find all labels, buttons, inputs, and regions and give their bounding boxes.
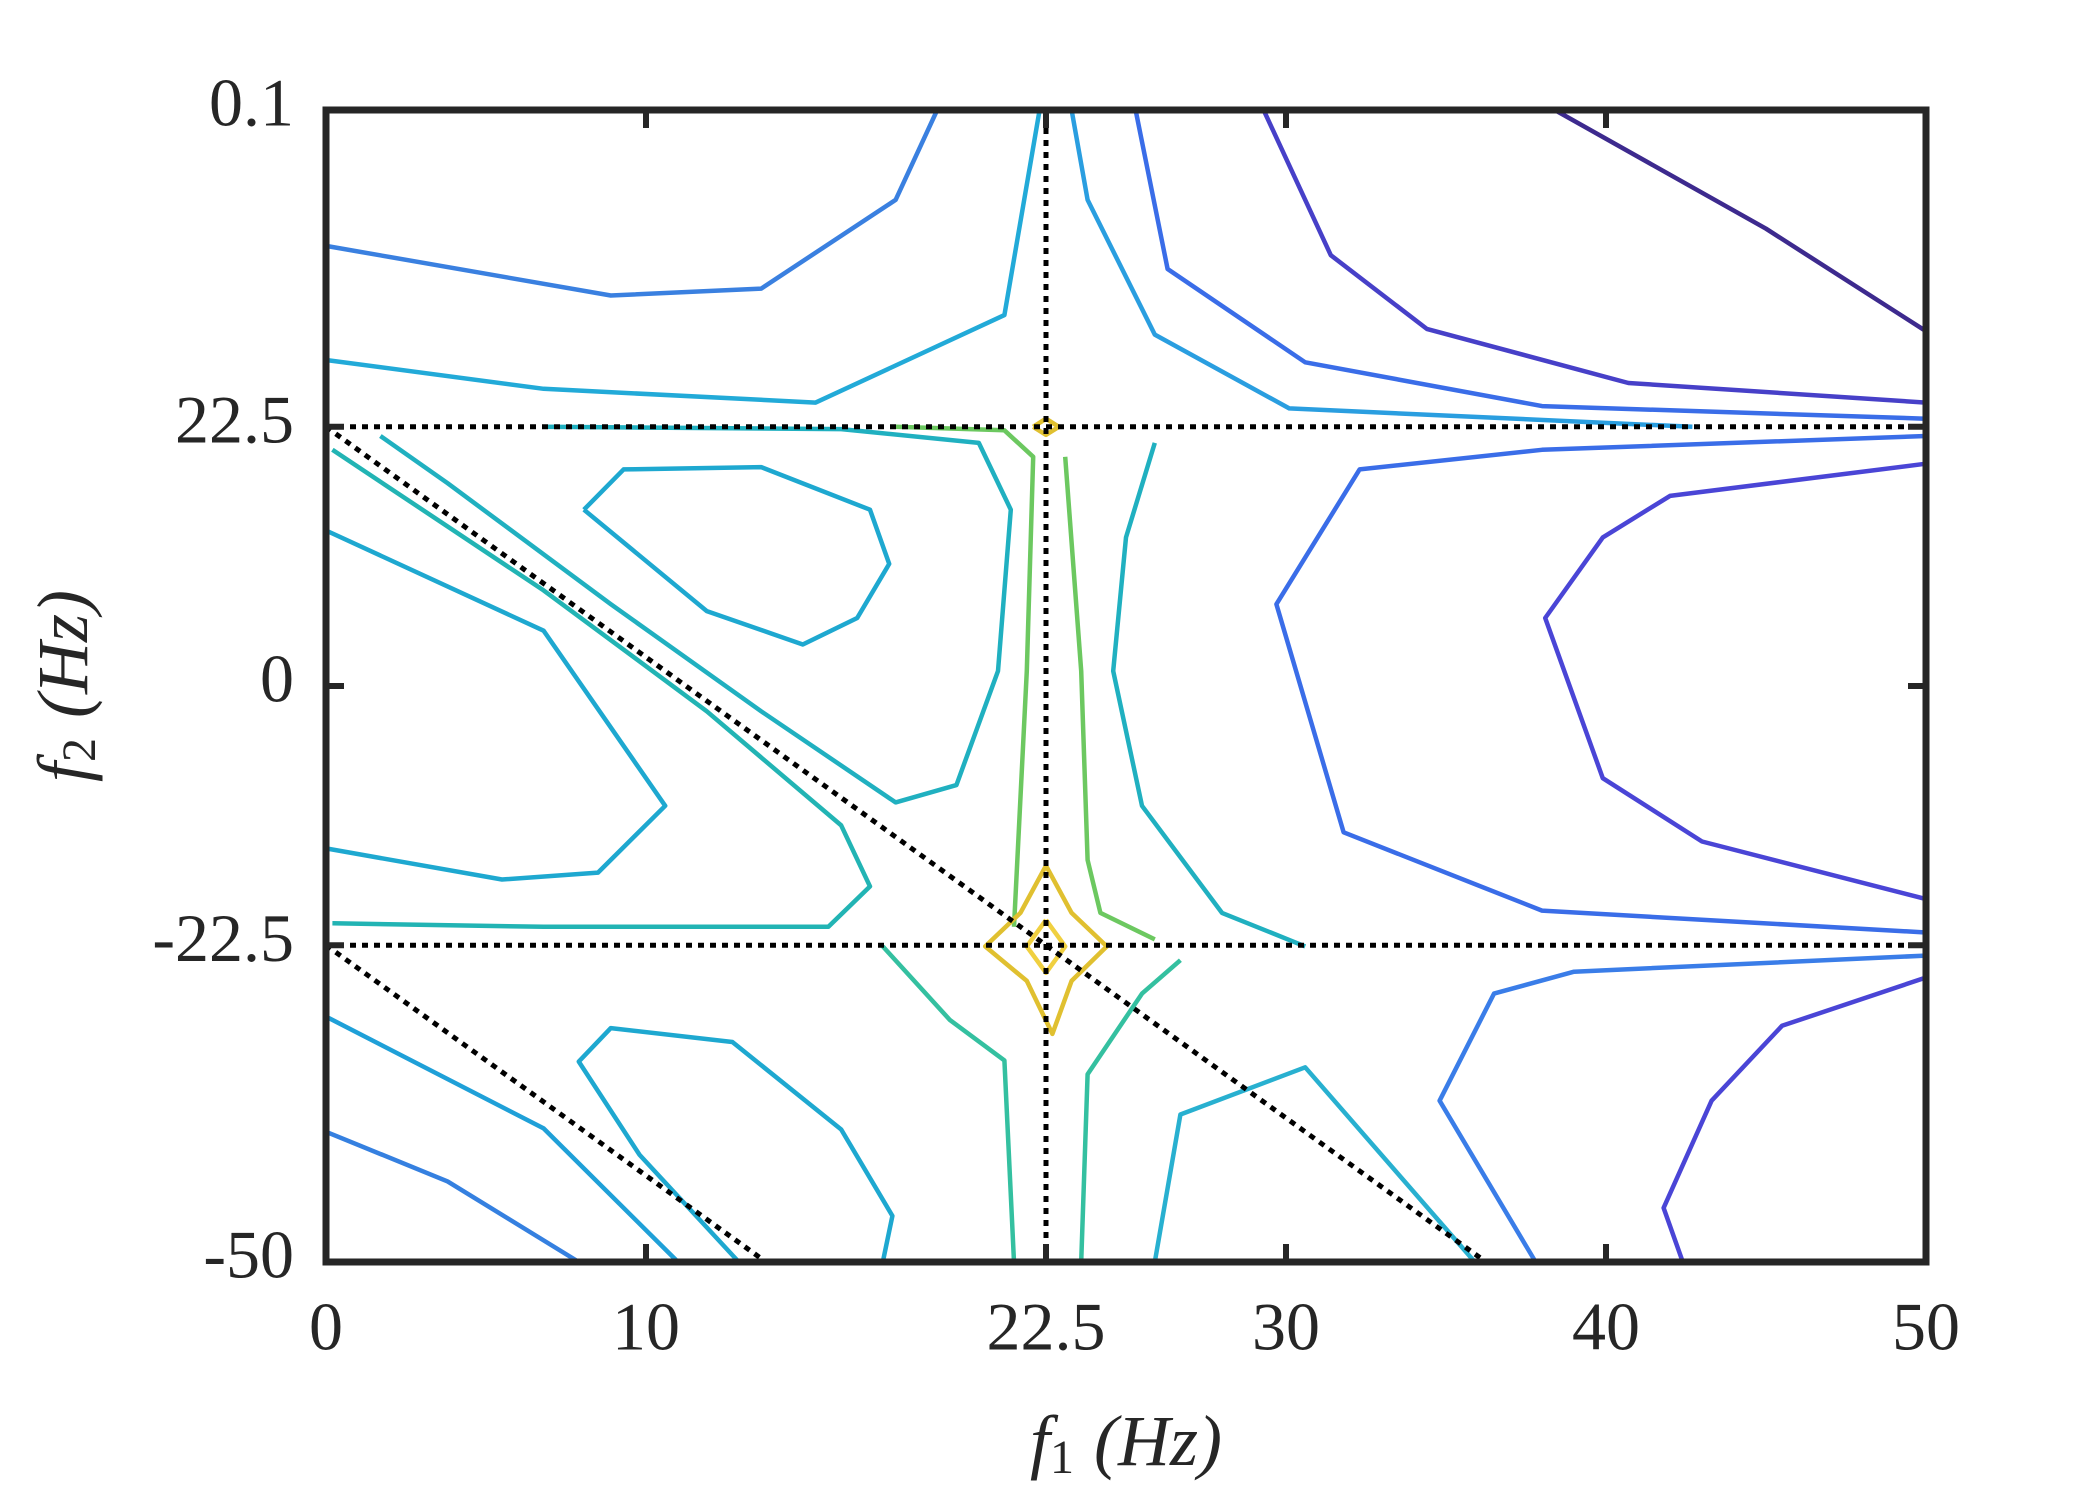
contour-line <box>379 424 1014 805</box>
contour-line <box>325 109 940 298</box>
x-tick-label: 0 <box>309 1289 343 1365</box>
contour-line <box>325 528 668 882</box>
contour-line <box>1274 433 1927 935</box>
contour-line <box>1078 958 1182 1263</box>
x-tick-label: 22.5 <box>987 1289 1106 1365</box>
contour-line <box>1069 109 1693 430</box>
contour-line <box>881 944 1017 1263</box>
contour-line <box>1110 442 1307 949</box>
y-tick-label: -22.5 <box>152 900 294 976</box>
contour-line <box>1062 456 1156 942</box>
y-label-unit: (Hz) <box>23 590 103 718</box>
contour-line <box>1553 108 1928 334</box>
x-axis-label: f1 (Hz) <box>1030 1401 1222 1485</box>
contour-line <box>1261 109 1927 405</box>
contour-line <box>1133 109 1927 421</box>
x-label-subscript: 1 <box>1050 1431 1074 1484</box>
y-tick-label: 0 <box>260 641 294 717</box>
x-label-unit: (Hz) <box>1094 1401 1222 1481</box>
contour-line <box>982 864 1110 1037</box>
contour-line <box>1661 975 1927 1263</box>
contour-line <box>576 1025 895 1264</box>
x-tick-label: 30 <box>1252 1289 1320 1365</box>
x-tick-label: 10 <box>612 1289 680 1365</box>
contour-line <box>1542 461 1927 902</box>
plot-area <box>324 108 1928 1265</box>
contour-line <box>325 109 1042 405</box>
y-label-subscript: 2 <box>53 738 106 762</box>
contour-line <box>331 447 873 930</box>
reference-line <box>324 424 1488 1265</box>
y-tick-label: 0.1 <box>209 65 294 141</box>
contour-line <box>324 1014 680 1264</box>
y-tick-label: 22.5 <box>175 381 294 457</box>
x-tick-label: 40 <box>1572 1289 1640 1365</box>
contour-line <box>895 424 1036 927</box>
contour-line <box>582 464 892 647</box>
contour-line <box>1437 953 1927 1264</box>
x-tick-label: 50 <box>1892 1289 1960 1365</box>
contour-line <box>325 1129 580 1264</box>
contour-line <box>1152 1065 1477 1264</box>
y-tick-label: -50 <box>203 1217 294 1293</box>
